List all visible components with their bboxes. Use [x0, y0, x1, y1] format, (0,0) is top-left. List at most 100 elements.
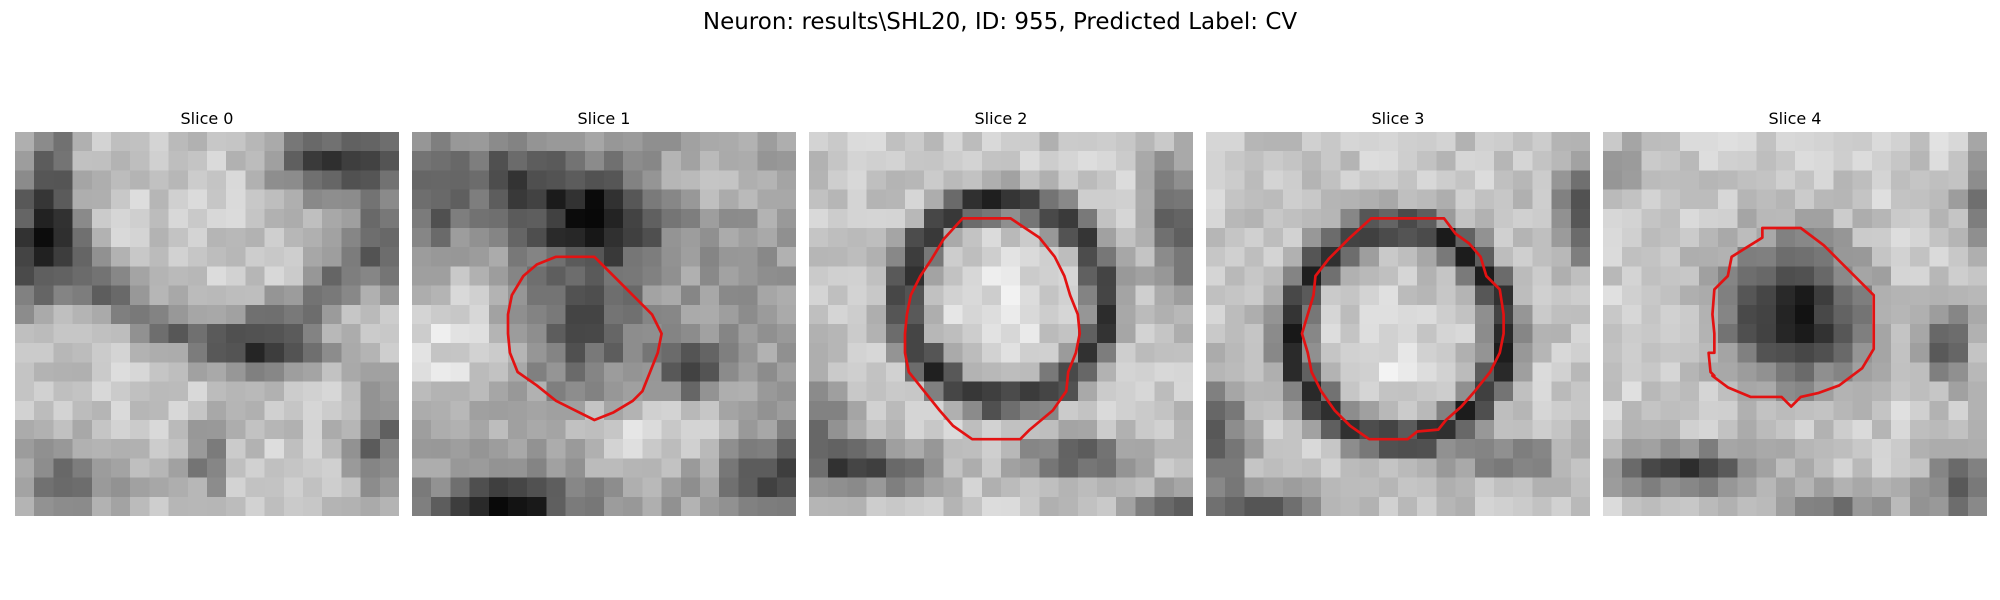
- image-pixel: [1795, 266, 1815, 286]
- image-pixel: [809, 401, 829, 421]
- image-pixel: [361, 458, 381, 478]
- image-pixel: [431, 132, 451, 152]
- image-pixel: [130, 209, 150, 229]
- image-pixel: [226, 266, 246, 286]
- image-pixel: [1059, 324, 1079, 344]
- image-pixel: [623, 324, 643, 344]
- image-pixel: [623, 497, 643, 516]
- image-pixel: [1379, 324, 1399, 344]
- image-pixel: [527, 228, 547, 248]
- image-pixel: [1757, 266, 1777, 286]
- image-pixel: [1283, 151, 1303, 171]
- image-pixel: [700, 401, 720, 421]
- image-pixel: [566, 228, 586, 248]
- image-pixel: [226, 497, 246, 516]
- image-pixel: [1494, 458, 1514, 478]
- image-pixel: [566, 151, 586, 171]
- image-pixel: [681, 382, 701, 402]
- image-pixel: [1174, 266, 1193, 286]
- image-pixel: [604, 439, 624, 459]
- image-pixel: [1910, 132, 1930, 152]
- image-pixel: [207, 362, 227, 382]
- image-pixel: [1436, 132, 1456, 152]
- image-pixel: [169, 458, 189, 478]
- image-pixel: [412, 362, 432, 382]
- image-pixel: [1039, 497, 1059, 516]
- image-pixel: [1135, 343, 1155, 363]
- image-pixel: [809, 151, 829, 171]
- image-pixel: [1097, 151, 1117, 171]
- image-pixel: [1661, 401, 1681, 421]
- image-pixel: [1244, 382, 1264, 402]
- image-pixel: [1001, 132, 1021, 152]
- image-pixel: [361, 170, 381, 190]
- image-pixel: [412, 305, 432, 325]
- image-pixel: [623, 478, 643, 498]
- image-pixel: [1757, 478, 1777, 498]
- image-pixel: [1737, 420, 1757, 440]
- image-pixel: [847, 305, 867, 325]
- image-pixel: [1833, 228, 1853, 248]
- slice-1-image: [412, 132, 796, 516]
- image-pixel: [1379, 286, 1399, 306]
- image-pixel: [1398, 401, 1418, 421]
- image-pixel: [1622, 209, 1642, 229]
- image-pixel: [1910, 151, 1930, 171]
- slice-0-panel: Slice 0: [15, 106, 399, 516]
- image-pixel: [1206, 266, 1226, 286]
- image-pixel: [681, 439, 701, 459]
- image-pixel: [1891, 132, 1911, 152]
- image-pixel: [1059, 401, 1079, 421]
- image-pixel: [1641, 170, 1661, 190]
- image-pixel: [777, 132, 796, 152]
- image-pixel: [662, 286, 682, 306]
- image-pixel: [1020, 458, 1040, 478]
- image-pixel: [207, 286, 227, 306]
- image-pixel: [322, 305, 342, 325]
- image-pixel: [412, 190, 432, 210]
- image-pixel: [546, 324, 566, 344]
- image-pixel: [886, 305, 906, 325]
- image-pixel: [15, 190, 35, 210]
- image-pixel: [265, 401, 285, 421]
- image-pixel: [1321, 439, 1341, 459]
- slice-2-title: Slice 2: [809, 106, 1193, 132]
- image-pixel: [489, 209, 509, 229]
- image-pixel: [508, 151, 528, 171]
- image-pixel: [662, 497, 682, 516]
- image-pixel: [284, 343, 304, 363]
- image-pixel: [1020, 170, 1040, 190]
- image-pixel: [1552, 170, 1572, 190]
- image-pixel: [1475, 170, 1495, 190]
- image-pixel: [188, 343, 208, 363]
- image-pixel: [738, 439, 758, 459]
- image-pixel: [169, 247, 189, 267]
- image-pixel: [1398, 343, 1418, 363]
- image-pixel: [1680, 458, 1700, 478]
- image-pixel: [1571, 190, 1590, 210]
- image-pixel: [53, 266, 73, 286]
- image-pixel: [1641, 382, 1661, 402]
- image-pixel: [1020, 190, 1040, 210]
- image-pixel: [1929, 286, 1949, 306]
- image-pixel: [1891, 170, 1911, 190]
- image-pixel: [1321, 151, 1341, 171]
- image-pixel: [1206, 497, 1226, 516]
- image-pixel: [1206, 170, 1226, 190]
- image-pixel: [53, 439, 73, 459]
- image-pixel: [809, 209, 829, 229]
- image-pixel: [188, 132, 208, 152]
- image-pixel: [1929, 266, 1949, 286]
- image-pixel: [284, 305, 304, 325]
- image-pixel: [1379, 132, 1399, 152]
- image-pixel: [34, 458, 54, 478]
- image-pixel: [1872, 401, 1892, 421]
- image-pixel: [1340, 439, 1360, 459]
- image-pixel: [1059, 478, 1079, 498]
- image-pixel: [341, 362, 361, 382]
- image-pixel: [847, 247, 867, 267]
- image-pixel: [1456, 439, 1476, 459]
- image-pixel: [623, 132, 643, 152]
- image-pixel: [719, 190, 739, 210]
- image-pixel: [1417, 343, 1437, 363]
